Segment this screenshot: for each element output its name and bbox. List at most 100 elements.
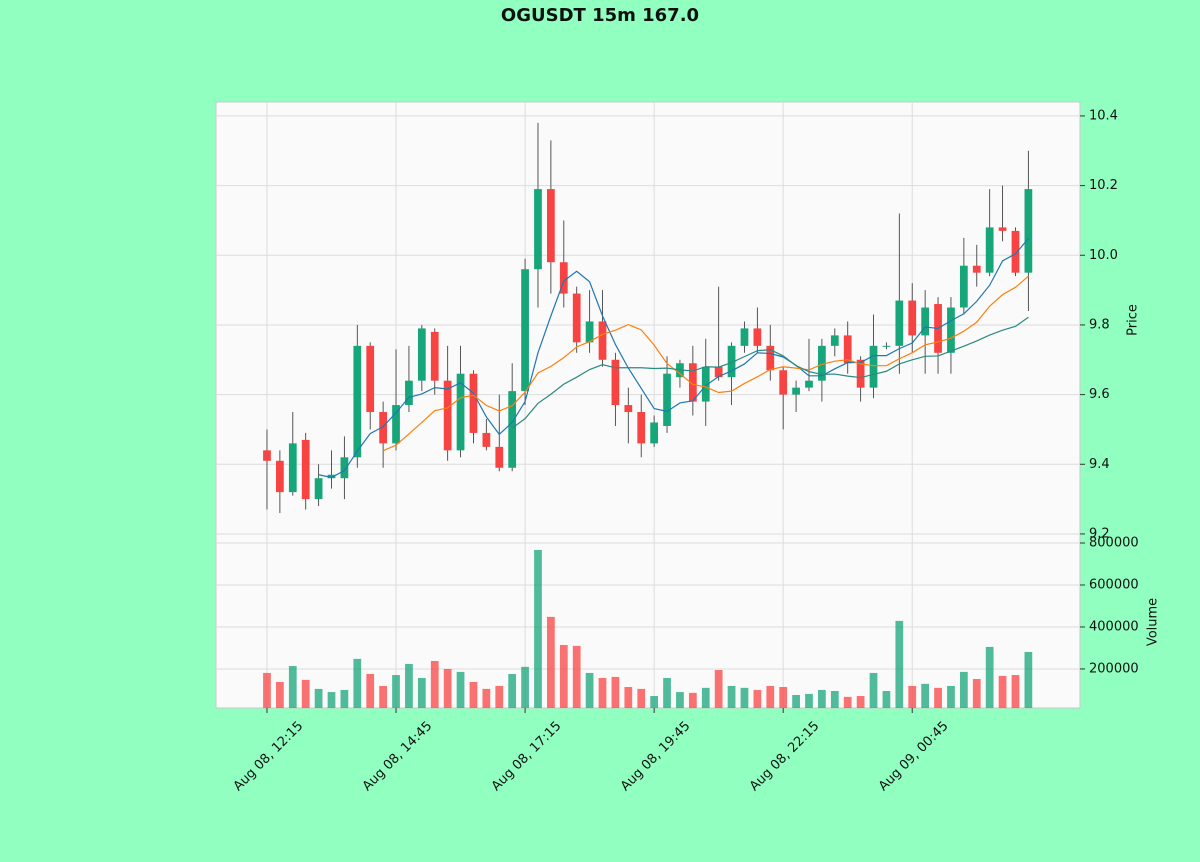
moving-average-line xyxy=(318,238,1029,479)
volume-axis-label: Volume xyxy=(1146,598,1161,646)
volume-bar xyxy=(908,685,917,708)
candle-body xyxy=(714,366,723,378)
volume-bar xyxy=(482,688,491,708)
volume-bar xyxy=(663,677,671,708)
candle-body xyxy=(534,189,542,270)
volume-bar xyxy=(740,687,749,708)
candle-body xyxy=(947,307,955,353)
candle-body xyxy=(908,300,917,336)
volume-bar xyxy=(366,673,375,708)
candle-body xyxy=(327,474,336,479)
volume-bar xyxy=(843,696,852,708)
volume-bar xyxy=(805,693,813,708)
candle-body xyxy=(701,366,710,402)
chart-title: OGUSDT 15m 167.0 xyxy=(501,5,699,26)
candle-body xyxy=(998,227,1007,231)
candle-body xyxy=(637,412,646,444)
candle-body xyxy=(379,412,387,444)
y-tick-label: 9.4 xyxy=(1089,457,1110,472)
volume-bar xyxy=(469,681,478,708)
volume-bar xyxy=(882,690,891,708)
candle-body xyxy=(959,265,968,308)
volume-bar xyxy=(676,692,684,708)
volume-bar xyxy=(650,696,659,708)
volume-bar xyxy=(417,677,426,708)
candle-body xyxy=(353,345,362,458)
candle-body xyxy=(869,345,878,388)
volume-bar xyxy=(327,692,336,708)
candle-body xyxy=(585,321,594,343)
volume-tick-label: 400000 xyxy=(1089,619,1139,634)
volume-bar xyxy=(947,685,955,708)
volume-bar xyxy=(766,685,775,708)
candle-body xyxy=(895,300,904,346)
volume-bar xyxy=(998,675,1007,708)
candle-body xyxy=(727,345,736,378)
candle-body xyxy=(805,380,813,388)
volume-bar xyxy=(869,672,878,708)
volume-bar xyxy=(895,620,904,708)
volume-bar xyxy=(598,677,607,708)
candle-body xyxy=(753,328,762,346)
candle-body xyxy=(263,450,271,461)
candle-body xyxy=(972,265,981,273)
volume-bar xyxy=(534,549,542,708)
y-tick-label: 10.4 xyxy=(1089,108,1118,123)
volume-bar xyxy=(405,663,413,708)
volume-tick-label: 200000 xyxy=(1089,661,1139,676)
volume-bar xyxy=(379,685,387,708)
candle-body xyxy=(830,335,839,346)
candle-body xyxy=(495,446,504,468)
y-tick-label: 9.2 xyxy=(1089,526,1110,541)
candle-body xyxy=(985,227,994,273)
volume-bar xyxy=(779,687,788,708)
volume-bar xyxy=(688,692,697,708)
volume-bar xyxy=(340,689,349,708)
y-tick-label: 9.8 xyxy=(1089,317,1110,332)
volume-bar xyxy=(830,690,839,708)
y-tick-label: 10.0 xyxy=(1089,248,1118,263)
volume-bar xyxy=(559,645,568,708)
volume-bar xyxy=(263,672,271,708)
volume-bar xyxy=(495,685,504,708)
y-axis-label: Price xyxy=(1126,304,1141,336)
volume-bar xyxy=(714,670,723,708)
y-tick-label: 9.6 xyxy=(1089,387,1110,402)
volume-bar xyxy=(1024,651,1033,708)
candle-body xyxy=(314,478,323,500)
volume-bar xyxy=(727,685,736,708)
candle-body xyxy=(288,443,297,493)
candle-body xyxy=(417,328,426,381)
volume-bar xyxy=(921,683,930,708)
volume-bar xyxy=(508,673,517,708)
candle-body xyxy=(688,363,697,402)
volume-bar xyxy=(611,676,620,708)
moving-average-line xyxy=(382,275,1029,452)
volume-bar xyxy=(934,687,942,708)
volume-tick-label: 800000 xyxy=(1089,536,1139,551)
candle-body xyxy=(340,457,349,479)
candle-body xyxy=(921,307,930,336)
volume-bar xyxy=(818,689,826,708)
candle-body xyxy=(443,380,452,451)
candle-body xyxy=(766,345,775,371)
candle-body xyxy=(663,373,671,426)
volume-panel xyxy=(215,542,1081,709)
candle-body xyxy=(882,345,891,347)
volume-bar xyxy=(443,668,452,708)
candle-body xyxy=(469,373,478,433)
volume-tick-label: 600000 xyxy=(1089,577,1139,592)
candle-body xyxy=(843,335,852,364)
candle-body xyxy=(650,422,659,444)
candle-body xyxy=(430,331,439,381)
candle-body xyxy=(547,189,555,263)
candle-body xyxy=(456,373,465,451)
candle-body xyxy=(598,321,607,360)
candle-body xyxy=(1011,230,1020,273)
moving-average-line xyxy=(511,316,1029,429)
candle-body xyxy=(276,460,284,493)
volume-bar xyxy=(547,616,555,708)
candle-body xyxy=(405,380,413,406)
volume-bar xyxy=(288,666,297,708)
candle-body xyxy=(301,439,310,500)
